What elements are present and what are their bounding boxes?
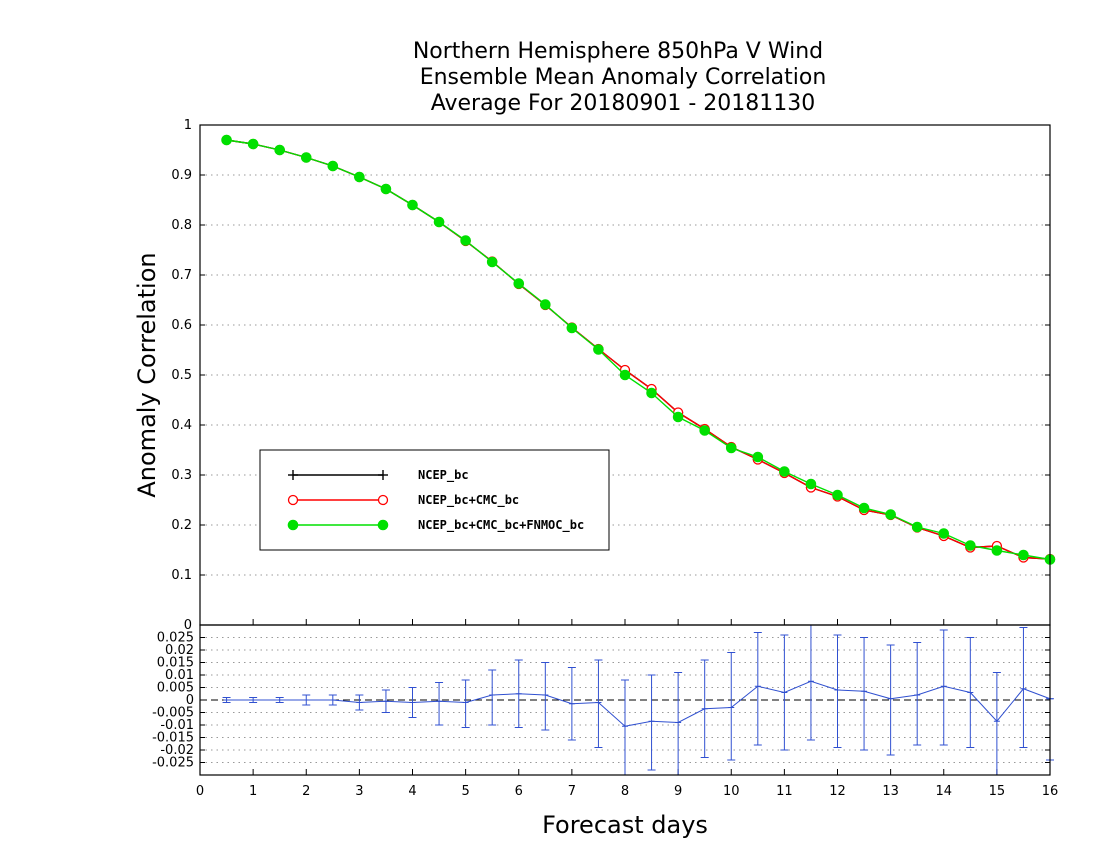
main-y-tick-label: 0.2 bbox=[171, 518, 192, 533]
series-point-2 bbox=[274, 144, 285, 156]
series-point-2 bbox=[593, 344, 604, 355]
legend: NCEP_bc NCEP_bc+CMC_bc NCEP_bc+CMC_bc+FN… bbox=[259, 449, 610, 551]
series-point-2 bbox=[380, 183, 392, 195]
chart-title-line-2: Ensemble Mean Anomaly Correlation bbox=[420, 65, 827, 90]
x-tick-label: 2 bbox=[302, 784, 310, 799]
diff-y-tick-label: 0.01 bbox=[165, 668, 194, 683]
legend-sample-marker bbox=[377, 519, 389, 531]
x-tick-label: 10 bbox=[723, 784, 740, 799]
y-axis-label: Anomaly Correlation bbox=[133, 252, 161, 497]
chart-title-line-1: Northern Hemisphere 850hPa V Wind bbox=[413, 39, 823, 64]
main-y-tick-label: 0.7 bbox=[171, 268, 192, 283]
x-tick-label: 3 bbox=[355, 784, 363, 799]
diff-y-tick-label: -0.015 bbox=[152, 731, 194, 746]
series-point-2 bbox=[991, 545, 1003, 556]
legend-label-ncep-cmc-fnmoc: NCEP_bc+CMC_bc+FNMOC_bc bbox=[418, 518, 584, 533]
series-point-2 bbox=[832, 489, 843, 501]
diff-y-tick-label: -0.025 bbox=[152, 756, 194, 771]
main-y-tick-label: 0.3 bbox=[171, 468, 192, 483]
x-tick-label: 8 bbox=[621, 784, 629, 799]
main-y-tick-label: 0.8 bbox=[171, 218, 192, 233]
series-point-2 bbox=[938, 528, 950, 539]
main-y-tick-label: 1 bbox=[184, 118, 192, 133]
series-point-2 bbox=[247, 138, 259, 150]
series-point-2 bbox=[566, 322, 578, 334]
series-marks bbox=[221, 134, 1056, 565]
series-point-2 bbox=[433, 216, 445, 228]
diff-y-tick-label: -0.02 bbox=[160, 743, 194, 758]
main-y-tick-label: 0.6 bbox=[171, 318, 192, 333]
x-tick-label: 7 bbox=[568, 784, 576, 799]
x-tick-label: 11 bbox=[776, 784, 793, 799]
diff-y-tick-label: 0.025 bbox=[157, 631, 194, 646]
diff-y-tick-label: -0.01 bbox=[160, 718, 194, 733]
series-point-2 bbox=[407, 199, 418, 211]
x-tick-label: 5 bbox=[461, 784, 469, 799]
legend-sample-marker bbox=[377, 494, 389, 506]
x-tick-label: 4 bbox=[408, 784, 416, 799]
legend-sample-marker bbox=[287, 519, 299, 531]
series-point-2 bbox=[779, 466, 790, 477]
series-point-2 bbox=[540, 299, 551, 310]
series-point-2 bbox=[1018, 549, 1029, 561]
series-point-2 bbox=[965, 540, 976, 551]
series-point-2 bbox=[805, 478, 817, 490]
legend-sample-marker bbox=[287, 494, 299, 506]
series-point-2 bbox=[300, 152, 312, 163]
main-y-tick-label: 0.5 bbox=[171, 368, 192, 383]
diff-y-tick-label: 0 bbox=[186, 693, 194, 708]
x-tick-label: 0 bbox=[196, 784, 204, 799]
diff-y-tick-label: 0.02 bbox=[165, 643, 194, 658]
series-point-2 bbox=[885, 509, 896, 520]
diff-y-tick-label: 0.015 bbox=[157, 656, 194, 671]
series-point-2 bbox=[752, 451, 764, 463]
series-point-2 bbox=[327, 160, 339, 172]
diff-line bbox=[226, 680, 1051, 727]
legend-label-ncep-cmc: NCEP_bc+CMC_bc bbox=[418, 493, 519, 508]
series-point-2 bbox=[699, 425, 710, 436]
series-point-2 bbox=[619, 369, 631, 381]
axis-ticks: 0.10.20.30.40.50.60.70.80.91-0.025-0.02-… bbox=[152, 118, 1058, 799]
x-tick-label: 9 bbox=[674, 784, 682, 799]
legend-label-ncep-bc: NCEP_bc bbox=[418, 468, 469, 483]
x-tick-label: 14 bbox=[935, 784, 952, 799]
x-axis-label: Forecast days bbox=[542, 811, 708, 839]
panel-junction-zero-label: 0 bbox=[184, 618, 192, 633]
series-point-2 bbox=[911, 521, 923, 533]
series-point-2 bbox=[486, 256, 498, 268]
main-y-tick-label: 0.9 bbox=[171, 168, 192, 183]
series-point-2 bbox=[672, 411, 684, 423]
x-tick-label: 1 bbox=[249, 784, 257, 799]
x-tick-label: 16 bbox=[1042, 784, 1059, 799]
x-tick-label: 15 bbox=[989, 784, 1006, 799]
chart-title-line-3: Average For 20180901 - 20181130 bbox=[431, 91, 816, 116]
series-point-2 bbox=[460, 235, 471, 246]
series-point-2 bbox=[725, 442, 737, 454]
x-tick-label: 13 bbox=[882, 784, 899, 799]
series-point-2 bbox=[354, 171, 365, 183]
difference-panel-frame bbox=[199, 624, 1051, 776]
series-point-2 bbox=[221, 134, 232, 146]
series-point-2 bbox=[646, 387, 657, 399]
x-tick-label: 6 bbox=[515, 784, 523, 799]
diff-y-tick-label: -0.005 bbox=[152, 706, 194, 721]
series-point-2 bbox=[513, 278, 525, 289]
legend-samples bbox=[287, 470, 389, 531]
main-y-tick-label: 0.1 bbox=[171, 568, 192, 583]
series-point-2 bbox=[858, 502, 870, 514]
x-tick-label: 12 bbox=[829, 784, 846, 799]
main-y-tick-label: 0.4 bbox=[171, 418, 192, 433]
diff-y-tick-label: 0.005 bbox=[157, 681, 194, 696]
